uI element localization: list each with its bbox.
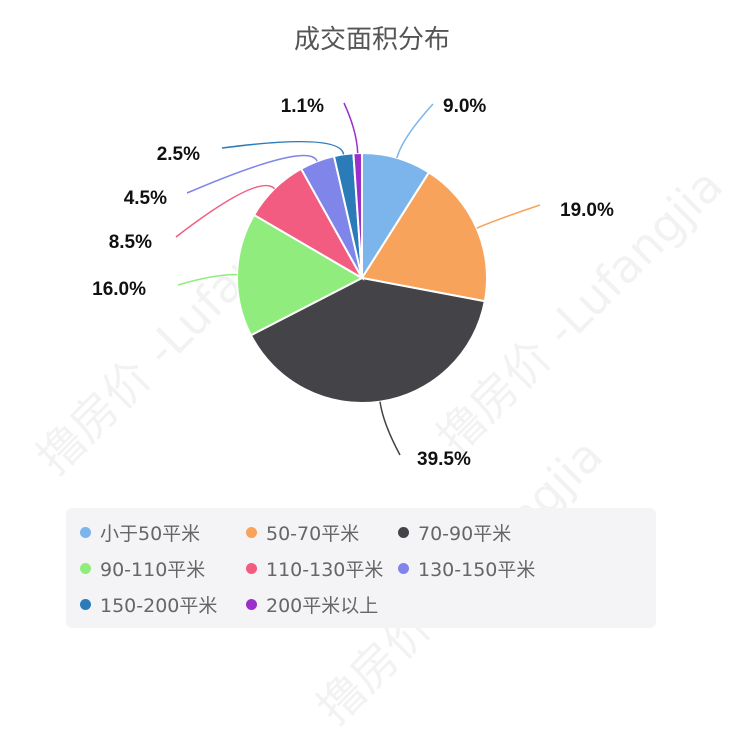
legend-color-dot bbox=[80, 598, 91, 610]
legend-color-dot bbox=[246, 526, 257, 538]
pie-chart: 成交面积分布 9.0% 19.0% 39.5% 16.0% 8.5% 4.5% 2.5% 1.… bbox=[92, 25, 614, 470]
leader-line bbox=[343, 102, 359, 154]
legend-label: 130-150平米 bbox=[418, 558, 536, 581]
legend-label: 110-130平米 bbox=[266, 558, 384, 581]
leader-line bbox=[221, 140, 345, 155]
slice-label: 16.0% bbox=[92, 279, 146, 300]
leader-line bbox=[177, 273, 238, 286]
slice-labels: 9.0% 19.0% 39.5% 16.0% 8.5% 4.5% 2.5% 1.1% bbox=[92, 96, 614, 470]
chart-title: 成交面积分布 bbox=[294, 25, 450, 55]
slice-label: 1.1% bbox=[281, 96, 324, 117]
legend-color-dot bbox=[398, 562, 409, 574]
legend-color-dot bbox=[80, 526, 91, 538]
legend-item[interactable]: 130-150平米 bbox=[398, 554, 535, 582]
slice-label: 2.5% bbox=[157, 144, 200, 165]
pie-slice[interactable] bbox=[249, 276, 486, 404]
leader-line bbox=[396, 103, 434, 159]
legend-label: 小于50平米 bbox=[100, 522, 201, 545]
legend-label: 200平米以上 bbox=[266, 594, 379, 617]
leader-line bbox=[186, 154, 318, 194]
pie-slice[interactable] bbox=[236, 213, 365, 337]
legend: 小于50平米 50-70平米 70-90平米 90-110平米 110-130平米 130… bbox=[66, 508, 656, 628]
legend-color-dot bbox=[246, 562, 257, 574]
slice-label: 39.5% bbox=[417, 449, 471, 470]
legend-color-dot bbox=[246, 598, 257, 610]
leader-line bbox=[476, 204, 541, 229]
legend-item[interactable]: 150-200平米 bbox=[80, 590, 217, 618]
slice-label: 4.5% bbox=[124, 188, 167, 209]
legend-label: 90-110平米 bbox=[100, 558, 206, 581]
legend-item[interactable]: 50-70平米 bbox=[246, 518, 359, 546]
legend-item[interactable]: 小于50平米 bbox=[80, 518, 200, 546]
legend-item[interactable]: 70-90平米 bbox=[398, 518, 511, 546]
legend-label: 70-90平米 bbox=[418, 522, 512, 545]
legend-color-dot bbox=[80, 562, 91, 574]
legend-item[interactable]: 90-110平米 bbox=[80, 554, 205, 582]
slice-label: 8.5% bbox=[109, 232, 152, 253]
pie-slice[interactable] bbox=[360, 171, 488, 303]
legend-item[interactable]: 110-130平米 bbox=[246, 554, 383, 582]
leader-line bbox=[379, 401, 401, 456]
slice-label: 9.0% bbox=[443, 96, 486, 117]
pie-slices bbox=[236, 151, 488, 404]
legend-label: 150-200平米 bbox=[100, 594, 218, 617]
legend-color-dot bbox=[398, 526, 409, 538]
legend-item[interactable]: 200平米以上 bbox=[246, 590, 378, 618]
slice-label: 19.0% bbox=[560, 200, 614, 221]
leader-lines bbox=[175, 102, 541, 456]
legend-label: 50-70平米 bbox=[266, 522, 360, 545]
leader-line bbox=[175, 184, 276, 238]
